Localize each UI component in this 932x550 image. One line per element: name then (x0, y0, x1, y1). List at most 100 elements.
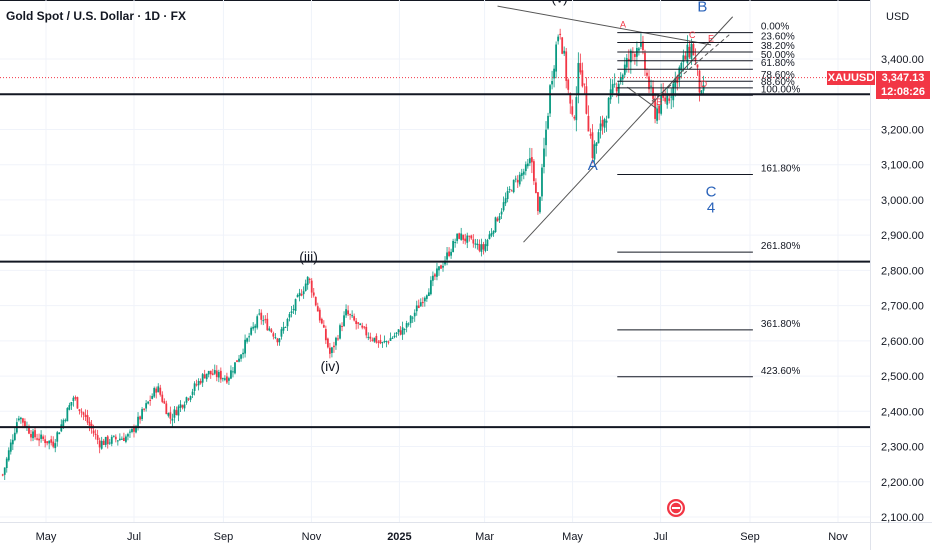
support-resistance-lines (0, 77, 870, 429)
wave-label: A (588, 157, 598, 174)
candle-body (80, 411, 83, 413)
candle-body (250, 327, 253, 335)
candle-body (543, 148, 545, 168)
fib-level-label: 0.00% (761, 22, 789, 33)
candle-body (232, 371, 234, 373)
candle-body (700, 90, 703, 94)
candle-body (34, 430, 36, 438)
candle-body (466, 235, 469, 243)
candle-body (581, 70, 584, 87)
candle-body (282, 327, 285, 331)
candle-body (7, 450, 10, 461)
candle-body (248, 336, 251, 338)
candle-body (619, 76, 622, 82)
candle-body (175, 410, 178, 416)
price-tick-label: 2,500.00 (881, 371, 924, 383)
candle-body (440, 265, 442, 269)
price-axis[interactable]: 2,100.00 2,200.00 2,300.00 2,400.00 2,500.00… (881, 54, 924, 524)
candle-body (116, 440, 119, 442)
inner-dashed-trendline (651, 33, 731, 102)
candle-body (290, 311, 293, 314)
candle-body (652, 87, 654, 99)
candle-body (595, 142, 598, 146)
candle-body (96, 435, 99, 440)
candle-body (131, 428, 133, 432)
candle-body (157, 386, 160, 393)
candle-body (476, 243, 479, 246)
candle-body (692, 44, 695, 56)
candle-body (642, 41, 644, 51)
candle-body (254, 325, 257, 328)
candle-body (425, 295, 428, 299)
candle-body (478, 244, 481, 251)
candle-body (351, 315, 354, 317)
candle-body (615, 87, 618, 92)
candle-body (625, 58, 628, 68)
candle-body (286, 318, 289, 327)
candle-body (559, 33, 562, 36)
candle-body (365, 326, 368, 336)
candle-body (195, 384, 198, 386)
candle-body (530, 157, 533, 163)
candle-body (579, 63, 582, 73)
candle-body (108, 442, 111, 444)
time-axis[interactable]: May Jul Sep Nov 2025 Mar May Jul Sep Nov (36, 531, 849, 543)
candle-body (133, 427, 135, 432)
fib-level-label: 88.60% (761, 77, 795, 88)
lower-trendline (523, 16, 734, 243)
candle-body (434, 274, 436, 277)
bar-countdown-tag: 12:08:26 (876, 84, 930, 99)
candle-body (94, 433, 97, 435)
candle-body (82, 412, 85, 415)
candle-body (575, 97, 578, 121)
candle-body (563, 50, 566, 54)
candle-body (183, 404, 186, 409)
candle-body (326, 338, 329, 348)
abc-leg-line (627, 86, 657, 109)
candle-body (17, 418, 20, 421)
candle-body (454, 242, 457, 244)
candle-body (640, 42, 642, 47)
candle-body (274, 337, 277, 339)
candle-body (553, 68, 555, 79)
candle-body (242, 352, 244, 355)
candle-body (226, 376, 228, 383)
candle-body (597, 132, 600, 144)
candle-body (593, 144, 596, 160)
price-tick-label: 2,900.00 (881, 230, 924, 242)
candle-body (510, 190, 513, 192)
candle-body (64, 419, 67, 421)
candle-body (294, 299, 297, 311)
candle-body (518, 174, 521, 185)
candle-body (207, 370, 210, 375)
currency-label[interactable]: USD (886, 11, 910, 23)
candle-body (197, 380, 200, 386)
candle-body (312, 292, 315, 296)
time-tick-label: Jul (654, 531, 668, 543)
candle-body (656, 108, 658, 121)
candle-body (270, 329, 273, 333)
price-tick-label: 2,400.00 (881, 406, 924, 418)
candle-body (375, 335, 378, 343)
candle-body (664, 97, 667, 102)
candle-body (276, 338, 279, 343)
candle-body (187, 398, 190, 400)
wave-label: (iii) (299, 249, 318, 265)
candle-body (221, 378, 224, 380)
candle-body (696, 64, 699, 68)
candle-body (278, 338, 281, 343)
candle-body (537, 192, 539, 212)
price-tick-label: 2,300.00 (881, 442, 924, 454)
price-tick-label: 3,400.00 (881, 54, 924, 66)
candle-body (191, 391, 194, 395)
candle-body (415, 305, 418, 312)
candle-body (141, 409, 143, 420)
candle-body (427, 292, 430, 296)
candle-body (3, 467, 6, 475)
candle-body (528, 158, 531, 164)
candle-body (629, 50, 632, 63)
candle-body (409, 315, 412, 324)
candle-body (129, 431, 131, 433)
candle-body (329, 347, 331, 354)
